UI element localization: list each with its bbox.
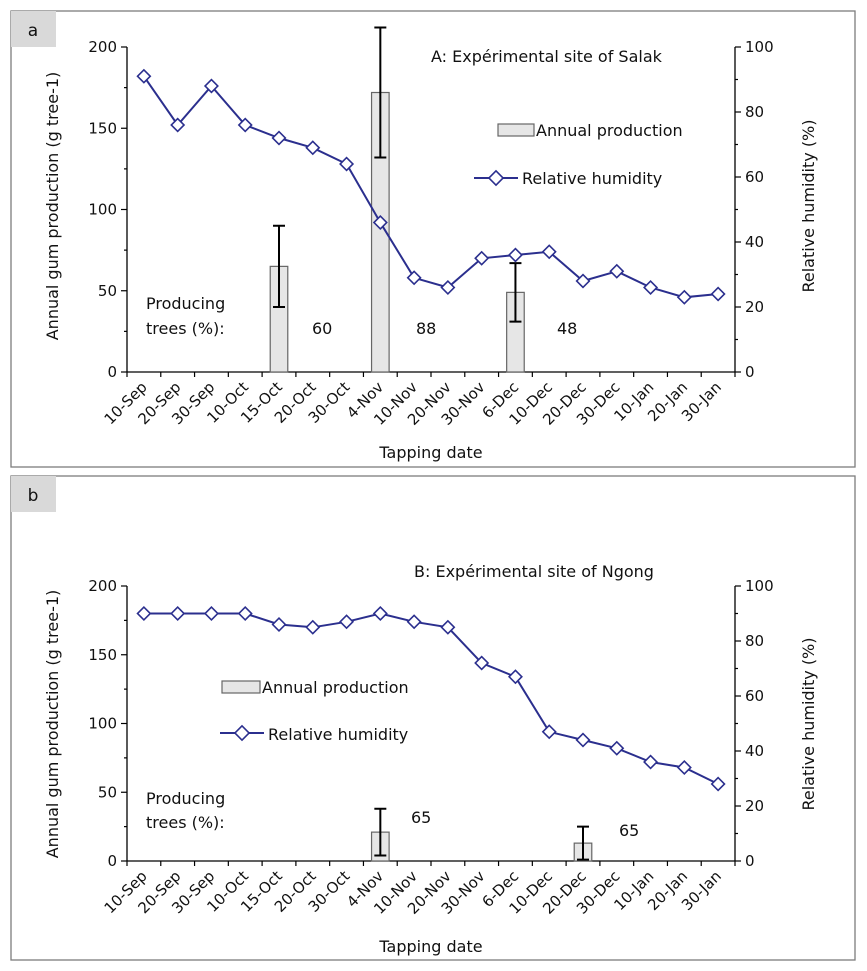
y-tick-label-right: 40 [745, 233, 764, 251]
humidity-point [541, 724, 557, 740]
panel-b: b B: Expérimental site of Ngong Annual p… [10, 475, 856, 961]
panel-b-y2label: Relative humidity (%) [799, 637, 818, 810]
y-tick-label-right: 100 [745, 577, 774, 595]
y-tick-label-right: 20 [745, 797, 764, 815]
panel-a-title: A: Expérimental site of Salak [431, 47, 663, 66]
y-tick-label-left: 0 [107, 852, 117, 870]
humidity-point [237, 117, 253, 133]
humidity-point [440, 280, 456, 295]
producing-value-3: 48 [557, 319, 577, 338]
y-tick-label-left: 100 [88, 201, 117, 219]
panel-b-producing: Producing trees (%): 65 65 [146, 789, 639, 840]
humidity-point [406, 270, 422, 286]
y-tick-label-right: 80 [745, 632, 764, 650]
panel-b-title: B: Expérimental site of Ngong [414, 562, 654, 581]
humidity-point [710, 776, 726, 792]
humidity-point [440, 619, 456, 635]
y-tick-label-left: 150 [88, 119, 117, 137]
humidity-point [305, 619, 321, 635]
legend-line-marker [487, 169, 505, 187]
panel-a-y2label: Relative humidity (%) [799, 119, 818, 292]
panel-a-xlabel: Tapping date [378, 443, 482, 462]
humidity-point [372, 215, 388, 230]
humidity-point [170, 117, 186, 133]
humidity-point [237, 606, 253, 621]
legend-bar-swatch [497, 123, 535, 137]
humidity-point [575, 273, 591, 289]
y-tick-label-right: 80 [745, 103, 764, 121]
panel-b-ylabel: Annual gum production (g tree-1) [43, 590, 62, 859]
humidity-point [710, 286, 726, 302]
humidity-point [339, 614, 355, 630]
humidity-point [507, 247, 523, 263]
humidity-point [676, 760, 692, 775]
legend-bar-swatch [221, 680, 261, 694]
panel-b-tab [11, 476, 56, 512]
humidity-point [136, 606, 152, 621]
producing-label-line2: trees (%): [146, 319, 225, 338]
humidity-point [339, 156, 355, 172]
panel-a: a A: Expérimental site of Salak Annual p… [10, 10, 856, 468]
y-tick-label-left: 50 [98, 783, 117, 801]
panel-b-frame [10, 475, 856, 961]
humidity-point [643, 754, 659, 770]
y-tick-label-right: 0 [745, 852, 755, 870]
y-tick-label-left: 50 [98, 282, 117, 300]
panel-a-producing: Producing trees (%): 60 88 48 [146, 294, 577, 338]
y-tick-label-right: 100 [745, 38, 774, 56]
y-tick-label-right: 60 [745, 687, 764, 705]
y-tick-label-right: 60 [745, 168, 764, 186]
humidity-point [406, 614, 422, 630]
panel-a-tab [11, 11, 56, 47]
panel-a-legend: Annual production Relative humidity [474, 121, 683, 188]
producing-label-line1: Producing [146, 294, 225, 313]
humidity-point [203, 606, 219, 621]
humidity-point [271, 617, 287, 632]
producing-value-1: 60 [312, 319, 332, 338]
producing-value-1: 65 [411, 808, 431, 827]
y-tick-label-right: 40 [745, 742, 764, 760]
humidity-point [643, 280, 659, 295]
humidity-point [507, 669, 523, 685]
panel-b-legend: Annual production Relative humidity [220, 678, 409, 744]
humidity-point [474, 655, 490, 671]
humidity-point [575, 732, 591, 748]
legend-line-label: Relative humidity [268, 725, 408, 744]
humidity-point [372, 606, 388, 621]
producing-value-2: 65 [619, 821, 639, 840]
humidity-point [305, 140, 321, 156]
y-tick-label-right: 20 [745, 298, 764, 316]
y-tick-label-left: 100 [88, 715, 117, 733]
y-tick-label-left: 150 [88, 646, 117, 664]
humidity-point [170, 606, 186, 621]
humidity-point [474, 250, 490, 266]
producing-label-line2: trees (%): [146, 813, 225, 832]
humidity-line [143, 75, 719, 299]
legend-bar-label: Annual production [262, 678, 409, 697]
humidity-point [609, 263, 625, 279]
humidity-point [203, 78, 219, 94]
legend-line-marker [233, 724, 251, 742]
panel-a-ylabel: Annual gum production (g tree-1) [43, 72, 62, 341]
y-tick-label-left: 200 [88, 577, 117, 595]
humidity-point [136, 68, 152, 84]
panel-b-letter: b [28, 486, 39, 506]
legend-bar-label: Annual production [536, 121, 683, 140]
producing-value-2: 88 [416, 319, 436, 338]
y-tick-label-left: 0 [107, 363, 117, 381]
humidity-point [609, 740, 625, 756]
y-tick-label-right: 0 [745, 363, 755, 381]
humidity-point [541, 244, 557, 260]
legend-line-label: Relative humidity [522, 169, 662, 188]
panel-a-letter: a [28, 21, 38, 41]
humidity-point [676, 289, 692, 305]
panel-b-xlabel: Tapping date [378, 937, 482, 956]
y-tick-label-left: 200 [88, 38, 117, 56]
producing-label-line1: Producing [146, 789, 225, 808]
humidity-point [271, 130, 287, 146]
